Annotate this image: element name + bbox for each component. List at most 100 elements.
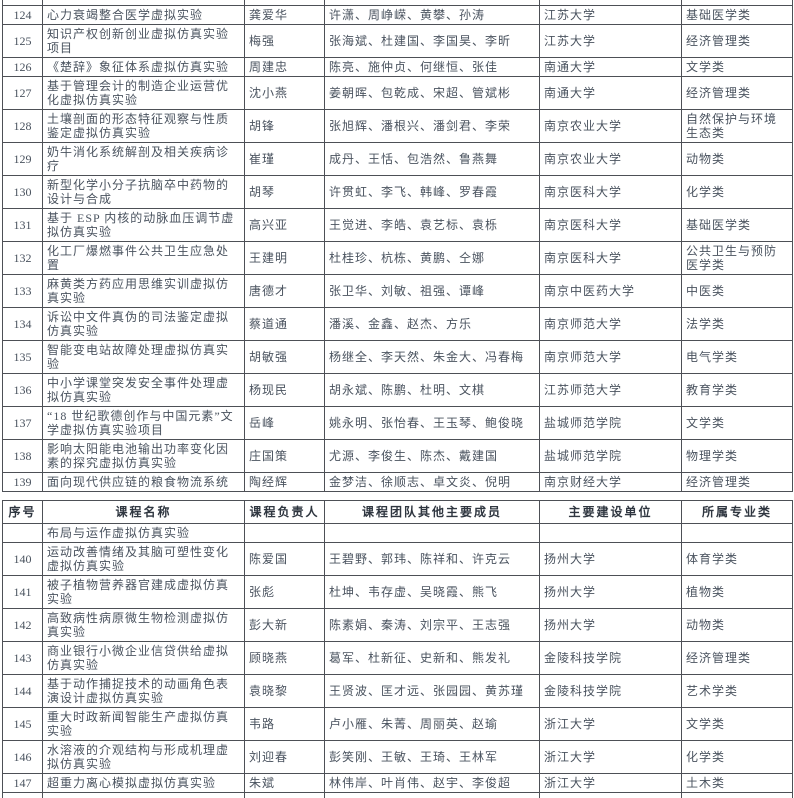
column-header-unit: 主要建设单位 xyxy=(540,501,682,524)
cell-num: 140 xyxy=(3,543,43,576)
cell-course: 化工厂爆燃事件公共卫生应急处置 xyxy=(43,242,245,275)
cell-category: 植物类 xyxy=(682,576,793,609)
cell-leader: 朱斌 xyxy=(245,774,325,793)
cell-leader: 崔瑾 xyxy=(245,143,325,176)
cell-leader: 龚爱华 xyxy=(245,6,325,25)
cell-members: 杜坤、韦存虚、吴晓霞、熊飞 xyxy=(325,576,540,609)
cell-leader: 胡锋 xyxy=(245,110,325,143)
cell-unit: 浙江大学 xyxy=(540,741,682,774)
cell-leader: 胡敏强 xyxy=(245,341,325,374)
cell-course: “18 世纪歌德创作与中国元素”文学虚拟仿真实验项目 xyxy=(43,407,245,440)
cell-members: 许贯虹、李飞、韩峰、罗春霞 xyxy=(325,176,540,209)
cell-num: 131 xyxy=(3,209,43,242)
cell-course: 基于 ESP 内核的动脉血压调节虚拟仿真实验 xyxy=(43,209,245,242)
column-header-num: 序号 xyxy=(3,501,43,524)
cell-course: 重大时政新闻智能生产虚拟仿真实验 xyxy=(43,708,245,741)
cell-unit: 江苏大学 xyxy=(540,6,682,25)
cell-course: 高致病性病原微生物检测虚拟仿真实验 xyxy=(43,609,245,642)
cell-category: 土木类 xyxy=(682,774,793,793)
cell-leader: 唐德才 xyxy=(245,275,325,308)
table-separator xyxy=(2,492,794,500)
cell-leader: 张彪 xyxy=(245,576,325,609)
cell-members: 胡永斌、陈鹏、杜明、文棋 xyxy=(325,374,540,407)
cell-members: 陈素娟、秦涛、刘宗平、王志强 xyxy=(325,609,540,642)
column-header-members: 课程团队其他主要成员 xyxy=(325,501,540,524)
cell-course: 水溶液的介观结构与形成机理虚拟仿真实验 xyxy=(43,741,245,774)
clipped-cell xyxy=(682,793,793,798)
cell-num: 143 xyxy=(3,642,43,675)
cell-unit: 南京师范大学 xyxy=(540,308,682,341)
cell-num: 127 xyxy=(3,77,43,110)
column-header-leader: 课程负责人 xyxy=(245,501,325,524)
cell-members: 姜朝晖、包乾成、宋超、管斌彬 xyxy=(325,77,540,110)
cell-unit: 扬州大学 xyxy=(540,576,682,609)
cell-category: 文学类 xyxy=(682,407,793,440)
cell-leader: 王建明 xyxy=(245,242,325,275)
cell-category: 体育学类 xyxy=(682,543,793,576)
cell-leader: 袁晓黎 xyxy=(245,675,325,708)
cell-leader: 胡琴 xyxy=(245,176,325,209)
cell-members: 杨继全、李天然、朱金大、冯春梅 xyxy=(325,341,540,374)
cell-leader: 沈小燕 xyxy=(245,77,325,110)
cell-category: 经济管理类 xyxy=(682,25,793,58)
cell-num: 136 xyxy=(3,374,43,407)
cell-category: 法学类 xyxy=(682,308,793,341)
cell-category: 化学类 xyxy=(682,176,793,209)
cell-course: 诉讼中文件真伪的司法鉴定虚拟仿真实验 xyxy=(43,308,245,341)
clipped-cell xyxy=(43,793,245,798)
cell-unit: 浙江大学 xyxy=(540,708,682,741)
cell-category: 文学类 xyxy=(682,58,793,77)
cell-members: 张旭辉、潘根兴、潘剑君、李荣 xyxy=(325,110,540,143)
cell-members: 王贤波、匡才远、张园园、黄苏瑾 xyxy=(325,675,540,708)
cell-unit: 南通大学 xyxy=(540,58,682,77)
cell-category: 动物类 xyxy=(682,609,793,642)
cell-course: 超重力离心模拟虚拟仿真实验 xyxy=(43,774,245,793)
cell-leader: 陈爱国 xyxy=(245,543,325,576)
cell-leader: 庄国策 xyxy=(245,440,325,473)
cell-num: 135 xyxy=(3,341,43,374)
cell-num: 133 xyxy=(3,275,43,308)
cell-members: 张海斌、杜建国、李国昊、李昕 xyxy=(325,25,540,58)
cell-leader: 岳峰 xyxy=(245,407,325,440)
cell-leader: 韦路 xyxy=(245,708,325,741)
cell-leader: 彭大新 xyxy=(245,609,325,642)
cell-members: 王碧野、郭玮、陈祥和、许克云 xyxy=(325,543,540,576)
cell-num: 134 xyxy=(3,308,43,341)
clipped-partial-row xyxy=(3,793,793,798)
cell-members: 林伟岸、叶肖伟、赵宇、李俊超 xyxy=(325,774,540,793)
table-row: 137“18 世纪歌德创作与中国元素”文学虚拟仿真实验项目岳峰姚永明、张怡春、王… xyxy=(3,407,793,440)
cell-leader xyxy=(245,524,325,543)
cell-category: 自然保护与环境生态类 xyxy=(682,110,793,143)
cell-course: 运动改善情绪及其脑可塑性变化虚拟仿真实验 xyxy=(43,543,245,576)
cell-num: 144 xyxy=(3,675,43,708)
cell-leader: 刘迎春 xyxy=(245,741,325,774)
cell-leader: 梅强 xyxy=(245,25,325,58)
cell-members: 王觉进、李皓、袁艺标、袁栎 xyxy=(325,209,540,242)
column-header-course: 课程名称 xyxy=(43,501,245,524)
courses-table-lower: 序号课程名称课程负责人课程团队其他主要成员主要建设单位所属专业类 布局与运作虚拟… xyxy=(2,500,793,798)
cell-members: 金梦洁、徐顺志、卓文炎、倪明 xyxy=(325,473,540,492)
cell-unit: 金陵科技学院 xyxy=(540,642,682,675)
cell-num: 125 xyxy=(3,25,43,58)
cell-num: 137 xyxy=(3,407,43,440)
table-header-row: 序号课程名称课程负责人课程团队其他主要成员主要建设单位所属专业类 xyxy=(3,501,793,524)
cell-unit: 南京中医药大学 xyxy=(540,275,682,308)
cell-unit: 南京财经大学 xyxy=(540,473,682,492)
